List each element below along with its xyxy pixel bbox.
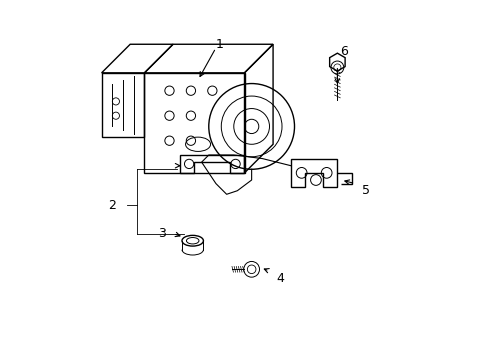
Text: 6: 6 [340,45,348,58]
Text: 5: 5 [361,184,369,197]
Text: 3: 3 [158,227,166,240]
Bar [144,73,244,173]
Text: 4: 4 [276,272,284,285]
Text: 1: 1 [215,38,223,51]
Text: 2: 2 [108,198,116,212]
